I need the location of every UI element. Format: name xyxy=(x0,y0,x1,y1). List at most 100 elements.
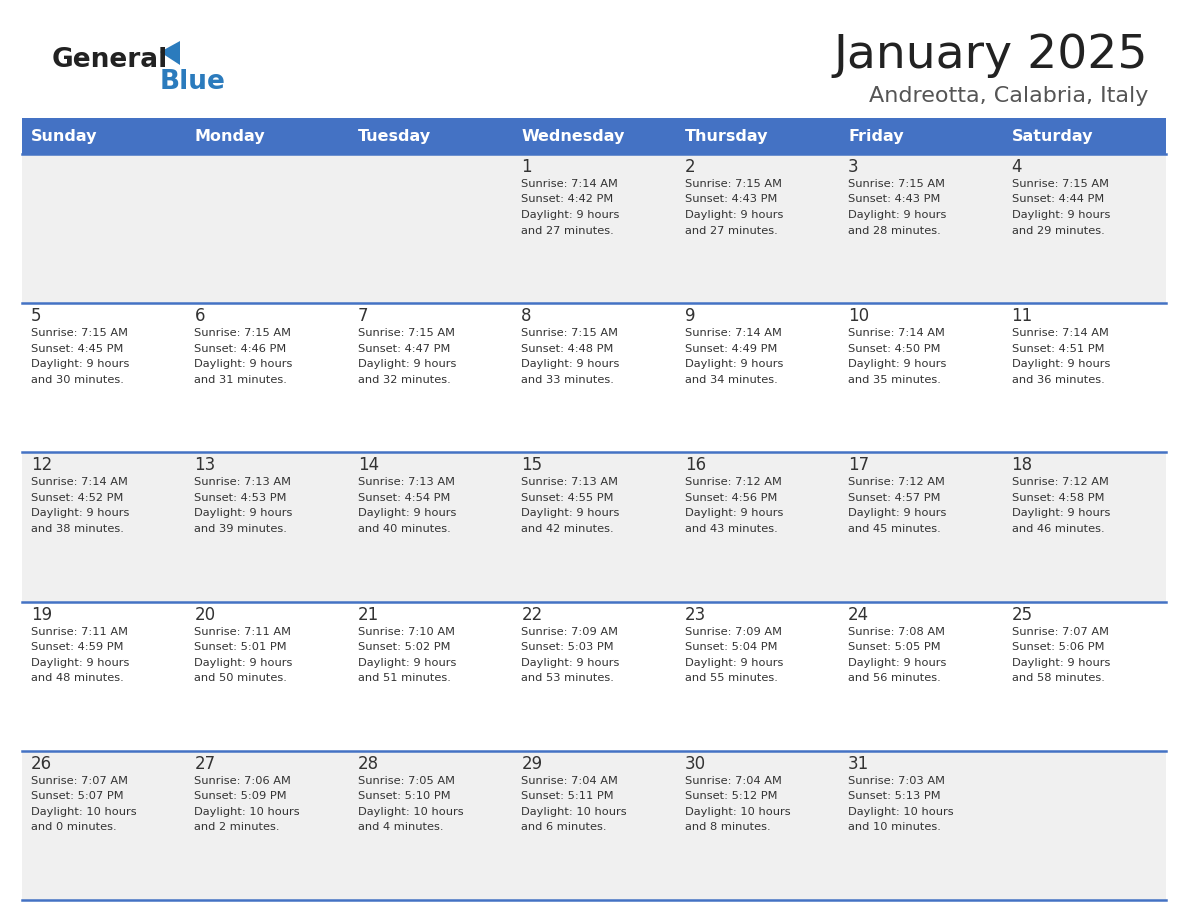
Text: and 42 minutes.: and 42 minutes. xyxy=(522,524,614,534)
Bar xyxy=(23,303,1165,453)
Text: Daylight: 9 hours: Daylight: 9 hours xyxy=(522,210,620,220)
Text: 18: 18 xyxy=(1011,456,1032,475)
Text: Sunset: 4:44 PM: Sunset: 4:44 PM xyxy=(1011,195,1104,205)
Text: Sunset: 5:05 PM: Sunset: 5:05 PM xyxy=(848,642,941,652)
Text: and 34 minutes.: and 34 minutes. xyxy=(684,375,777,385)
Bar xyxy=(23,601,1165,751)
Text: Sunrise: 7:03 AM: Sunrise: 7:03 AM xyxy=(848,776,946,786)
Text: 7: 7 xyxy=(358,308,368,325)
Text: Daylight: 9 hours: Daylight: 9 hours xyxy=(848,509,947,519)
Text: Sunset: 4:51 PM: Sunset: 4:51 PM xyxy=(1011,343,1104,353)
Text: 15: 15 xyxy=(522,456,543,475)
Text: Sunrise: 7:14 AM: Sunrise: 7:14 AM xyxy=(31,477,128,487)
Text: Friday: Friday xyxy=(848,129,904,143)
Text: 10: 10 xyxy=(848,308,870,325)
Text: 2: 2 xyxy=(684,158,695,176)
Text: 25: 25 xyxy=(1011,606,1032,623)
Text: and 50 minutes.: and 50 minutes. xyxy=(195,673,287,683)
Text: Sunset: 5:12 PM: Sunset: 5:12 PM xyxy=(684,791,777,801)
Text: and 30 minutes.: and 30 minutes. xyxy=(31,375,124,385)
Text: Saturday: Saturday xyxy=(1011,129,1093,143)
Text: Daylight: 9 hours: Daylight: 9 hours xyxy=(195,509,292,519)
Text: Sunrise: 7:06 AM: Sunrise: 7:06 AM xyxy=(195,776,291,786)
Text: Sunrise: 7:15 AM: Sunrise: 7:15 AM xyxy=(522,329,618,338)
Text: Daylight: 10 hours: Daylight: 10 hours xyxy=(848,807,954,817)
Text: and 43 minutes.: and 43 minutes. xyxy=(684,524,777,534)
Text: Daylight: 10 hours: Daylight: 10 hours xyxy=(195,807,301,817)
Text: 17: 17 xyxy=(848,456,870,475)
Text: and 51 minutes.: and 51 minutes. xyxy=(358,673,450,683)
Text: Sunset: 4:42 PM: Sunset: 4:42 PM xyxy=(522,195,613,205)
Text: and 28 minutes.: and 28 minutes. xyxy=(848,226,941,236)
Text: Wednesday: Wednesday xyxy=(522,129,625,143)
Text: 14: 14 xyxy=(358,456,379,475)
Text: Sunrise: 7:09 AM: Sunrise: 7:09 AM xyxy=(522,627,618,636)
Text: Sunrise: 7:10 AM: Sunrise: 7:10 AM xyxy=(358,627,455,636)
Text: Sunrise: 7:13 AM: Sunrise: 7:13 AM xyxy=(522,477,618,487)
Text: and 58 minutes.: and 58 minutes. xyxy=(1011,673,1105,683)
Text: 4: 4 xyxy=(1011,158,1022,176)
Text: and 38 minutes.: and 38 minutes. xyxy=(31,524,124,534)
Text: Sunset: 4:55 PM: Sunset: 4:55 PM xyxy=(522,493,614,503)
Text: Sunset: 4:58 PM: Sunset: 4:58 PM xyxy=(1011,493,1104,503)
Text: Sunset: 4:56 PM: Sunset: 4:56 PM xyxy=(684,493,777,503)
Text: Daylight: 9 hours: Daylight: 9 hours xyxy=(1011,359,1110,369)
Text: 27: 27 xyxy=(195,755,215,773)
Text: Daylight: 9 hours: Daylight: 9 hours xyxy=(358,657,456,667)
Text: 13: 13 xyxy=(195,456,216,475)
Text: Sunrise: 7:12 AM: Sunrise: 7:12 AM xyxy=(1011,477,1108,487)
Text: Andreotta, Calabria, Italy: Andreotta, Calabria, Italy xyxy=(868,86,1148,106)
Text: Sunrise: 7:04 AM: Sunrise: 7:04 AM xyxy=(522,776,618,786)
Text: and 27 minutes.: and 27 minutes. xyxy=(522,226,614,236)
Text: Sunset: 5:13 PM: Sunset: 5:13 PM xyxy=(848,791,941,801)
Text: Daylight: 9 hours: Daylight: 9 hours xyxy=(195,359,292,369)
Text: Daylight: 9 hours: Daylight: 9 hours xyxy=(358,509,456,519)
Text: and 39 minutes.: and 39 minutes. xyxy=(195,524,287,534)
Text: Sunrise: 7:09 AM: Sunrise: 7:09 AM xyxy=(684,627,782,636)
Text: Daylight: 9 hours: Daylight: 9 hours xyxy=(848,359,947,369)
Text: Sunrise: 7:13 AM: Sunrise: 7:13 AM xyxy=(195,477,291,487)
Polygon shape xyxy=(160,41,181,65)
Text: Daylight: 9 hours: Daylight: 9 hours xyxy=(31,359,129,369)
Text: Sunset: 4:46 PM: Sunset: 4:46 PM xyxy=(195,343,286,353)
Text: Daylight: 9 hours: Daylight: 9 hours xyxy=(195,657,292,667)
Text: Daylight: 9 hours: Daylight: 9 hours xyxy=(848,210,947,220)
Text: Sunset: 5:04 PM: Sunset: 5:04 PM xyxy=(684,642,777,652)
Text: Sunrise: 7:08 AM: Sunrise: 7:08 AM xyxy=(848,627,946,636)
Text: January 2025: January 2025 xyxy=(834,33,1148,79)
Text: 19: 19 xyxy=(31,606,52,623)
Text: Sunrise: 7:11 AM: Sunrise: 7:11 AM xyxy=(31,627,128,636)
Text: Sunset: 4:49 PM: Sunset: 4:49 PM xyxy=(684,343,777,353)
Text: Daylight: 9 hours: Daylight: 9 hours xyxy=(684,210,783,220)
Text: Daylight: 10 hours: Daylight: 10 hours xyxy=(358,807,463,817)
Text: Sunset: 4:48 PM: Sunset: 4:48 PM xyxy=(522,343,614,353)
Text: Sunrise: 7:12 AM: Sunrise: 7:12 AM xyxy=(848,477,944,487)
Text: 5: 5 xyxy=(31,308,42,325)
Text: 12: 12 xyxy=(31,456,52,475)
Text: 24: 24 xyxy=(848,606,870,623)
Text: Sunrise: 7:13 AM: Sunrise: 7:13 AM xyxy=(358,477,455,487)
Text: 11: 11 xyxy=(1011,308,1032,325)
Text: Sunset: 4:50 PM: Sunset: 4:50 PM xyxy=(848,343,941,353)
Text: Sunset: 4:52 PM: Sunset: 4:52 PM xyxy=(31,493,124,503)
Text: Sunset: 5:07 PM: Sunset: 5:07 PM xyxy=(31,791,124,801)
Text: and 6 minutes.: and 6 minutes. xyxy=(522,823,607,833)
Text: Sunset: 4:43 PM: Sunset: 4:43 PM xyxy=(684,195,777,205)
Text: Daylight: 9 hours: Daylight: 9 hours xyxy=(1011,657,1110,667)
Text: Sunrise: 7:07 AM: Sunrise: 7:07 AM xyxy=(1011,627,1108,636)
Text: Sunrise: 7:11 AM: Sunrise: 7:11 AM xyxy=(195,627,291,636)
Text: Sunrise: 7:15 AM: Sunrise: 7:15 AM xyxy=(195,329,291,338)
Text: 30: 30 xyxy=(684,755,706,773)
Text: and 10 minutes.: and 10 minutes. xyxy=(848,823,941,833)
Text: 8: 8 xyxy=(522,308,532,325)
Text: Monday: Monday xyxy=(195,129,265,143)
Text: 23: 23 xyxy=(684,606,706,623)
Text: Sunset: 5:03 PM: Sunset: 5:03 PM xyxy=(522,642,614,652)
Text: Daylight: 9 hours: Daylight: 9 hours xyxy=(848,657,947,667)
Text: Sunday: Sunday xyxy=(31,129,97,143)
Text: Sunset: 5:02 PM: Sunset: 5:02 PM xyxy=(358,642,450,652)
Text: and 8 minutes.: and 8 minutes. xyxy=(684,823,770,833)
Text: and 55 minutes.: and 55 minutes. xyxy=(684,673,778,683)
Text: and 32 minutes.: and 32 minutes. xyxy=(358,375,450,385)
Text: Sunset: 5:09 PM: Sunset: 5:09 PM xyxy=(195,791,287,801)
